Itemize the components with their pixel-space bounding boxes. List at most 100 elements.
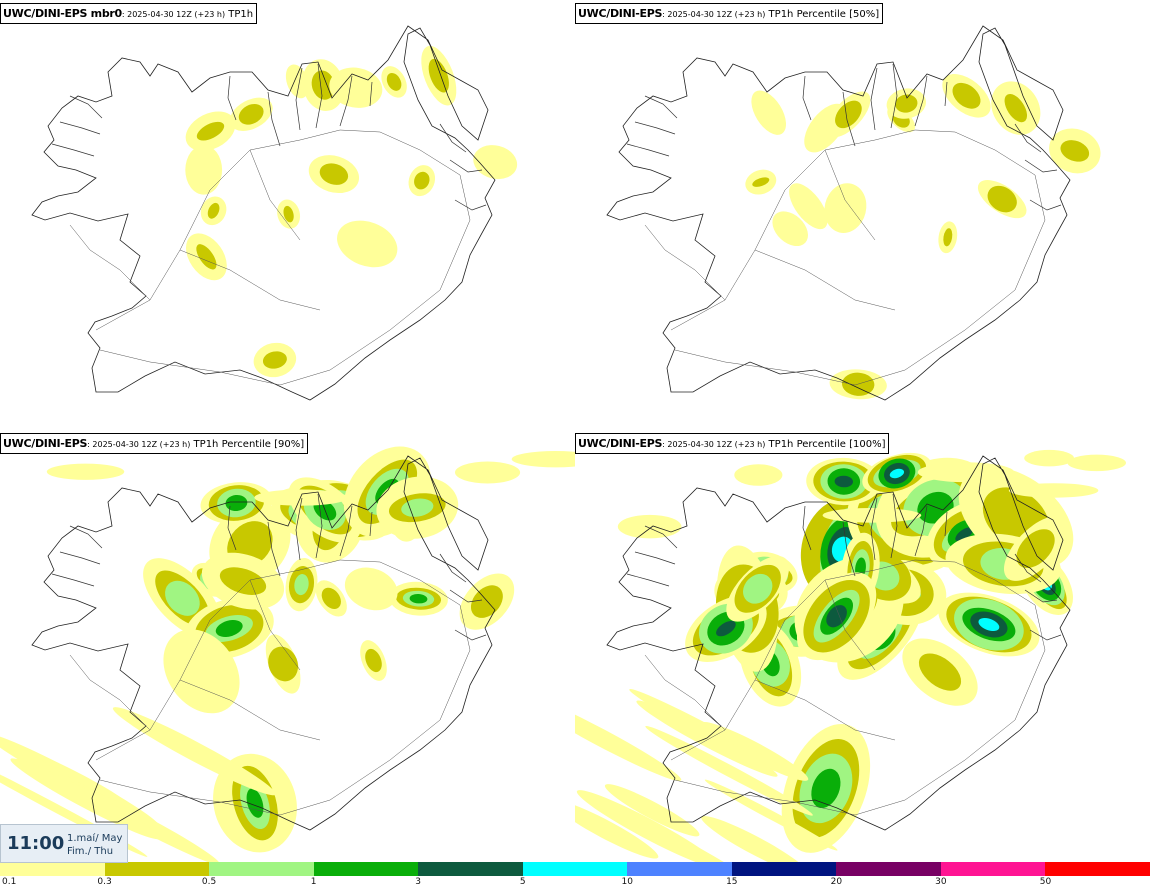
fjord-line bbox=[944, 81, 948, 107]
fjord-line bbox=[644, 95, 678, 119]
road-line bbox=[754, 249, 896, 311]
precip-contour bbox=[889, 468, 905, 479]
precip-contour bbox=[225, 494, 248, 512]
precip-contour bbox=[955, 527, 973, 542]
model-name: UWC/DINI-EPS bbox=[578, 437, 663, 450]
precip-band bbox=[822, 508, 922, 523]
precip-band bbox=[645, 725, 813, 816]
fjord-line bbox=[339, 505, 353, 557]
parameter-label: TP1h Percentile [90%] bbox=[190, 439, 305, 450]
colorbar-segment bbox=[731, 862, 837, 876]
precip-contour bbox=[918, 653, 962, 691]
fjord-line bbox=[914, 505, 928, 557]
fjord-line bbox=[227, 75, 237, 121]
precip-contour bbox=[196, 244, 217, 270]
precip-contour bbox=[895, 94, 918, 113]
road-line bbox=[824, 149, 876, 241]
road-line bbox=[179, 679, 321, 741]
fjord-line bbox=[842, 91, 856, 147]
precip-band bbox=[37, 755, 127, 804]
fjord-line bbox=[439, 553, 467, 583]
precip-contour bbox=[716, 620, 736, 637]
precip-contour bbox=[185, 145, 223, 195]
precip-contour bbox=[262, 351, 287, 369]
fjord-line bbox=[59, 121, 101, 135]
precip-contour bbox=[834, 475, 853, 488]
coastline bbox=[31, 25, 496, 401]
fjord-line bbox=[890, 63, 898, 129]
fjord-line bbox=[802, 75, 812, 121]
precip-contour bbox=[344, 567, 398, 611]
precip-contour bbox=[219, 567, 267, 595]
fjord-line bbox=[51, 143, 95, 157]
map-canvas bbox=[606, 25, 1101, 401]
precip-band bbox=[636, 700, 778, 777]
colorbar-segment bbox=[104, 862, 210, 876]
precip-field bbox=[185, 45, 518, 378]
fjord-line bbox=[295, 67, 303, 131]
run-time: : 2025-04-30 12Z (+23 h) bbox=[121, 10, 226, 19]
precip-contour bbox=[283, 205, 294, 223]
colorbar-tick-label: 15 bbox=[726, 877, 738, 887]
fjord-line bbox=[439, 123, 467, 153]
fjord-line bbox=[454, 629, 487, 641]
road-line bbox=[644, 654, 726, 731]
precip-contour bbox=[835, 100, 862, 129]
precip-band bbox=[575, 693, 682, 781]
valid-hour: 11:00 bbox=[7, 833, 65, 854]
map-canvas bbox=[0, 446, 575, 862]
precip-contour bbox=[811, 768, 841, 809]
colorbar-segment bbox=[627, 862, 732, 876]
precip-contour bbox=[772, 211, 809, 247]
map-panel-mbr0: UWC/DINI-EPS mbr0: 2025-04-30 12Z (+23 h… bbox=[0, 0, 575, 430]
precip-contour bbox=[285, 64, 309, 99]
precip-contour bbox=[1004, 93, 1028, 123]
precip-contour bbox=[943, 228, 953, 247]
fjord-line bbox=[315, 63, 323, 129]
precip-contour bbox=[473, 145, 518, 180]
fjord-line bbox=[69, 525, 103, 549]
road-line bbox=[824, 579, 876, 671]
precip-band bbox=[917, 462, 1015, 483]
precip-contour bbox=[1060, 140, 1090, 162]
fjord-line bbox=[454, 199, 487, 211]
map-canvas bbox=[575, 449, 1127, 862]
fjord-line bbox=[890, 493, 898, 559]
fjord-line bbox=[267, 521, 281, 577]
coastline bbox=[606, 25, 1071, 401]
precip-contour bbox=[414, 171, 430, 190]
valid-date-line1: 1.maí/ May bbox=[67, 833, 123, 844]
fjord-line bbox=[1024, 589, 1058, 603]
precip-contour bbox=[238, 103, 264, 125]
fjord-line bbox=[634, 121, 676, 135]
precip-contour bbox=[386, 72, 402, 91]
colorbar-segment bbox=[418, 862, 523, 876]
precip-contour bbox=[337, 220, 398, 268]
precip-contour bbox=[987, 185, 1017, 213]
precip-band bbox=[1024, 449, 1075, 467]
road-line bbox=[95, 559, 471, 816]
precip-contour bbox=[789, 183, 828, 230]
map-canvas bbox=[31, 25, 518, 401]
colorbar-segment bbox=[209, 862, 314, 876]
road-line bbox=[644, 224, 726, 301]
precip-band bbox=[1008, 483, 1099, 498]
parameter-label: TP1h Percentile [100%] bbox=[765, 439, 886, 450]
coastline bbox=[31, 455, 496, 831]
precip-contour bbox=[321, 587, 341, 610]
panel-title: UWC/DINI-EPS mbr0: 2025-04-30 12Z (+23 h… bbox=[0, 3, 258, 24]
colorbar-tick-label: 30 bbox=[935, 877, 947, 887]
precip-band bbox=[701, 816, 809, 862]
precip-band bbox=[575, 800, 659, 859]
valid-time-box: 11:00 1.maí/ May Fim./ Thu bbox=[0, 824, 128, 863]
road-line bbox=[69, 224, 151, 301]
precip-contour bbox=[743, 573, 773, 604]
fjord-line bbox=[870, 67, 878, 131]
panel-title: UWC/DINI-EPS: 2025-04-30 12Z (+23 h) TP1… bbox=[575, 3, 884, 24]
colorbar-ticks: 0.1 0.3 0.5 1 3 5 10 15 20 30 50 bbox=[0, 876, 1150, 891]
colorbar-tick-label: 5 bbox=[519, 877, 526, 887]
colorbar-tick-label: 10 bbox=[621, 877, 633, 887]
valid-date: 1.maí/ May Fim./ Thu bbox=[67, 832, 122, 858]
precip-contour bbox=[319, 163, 349, 185]
precip-band bbox=[734, 464, 783, 486]
